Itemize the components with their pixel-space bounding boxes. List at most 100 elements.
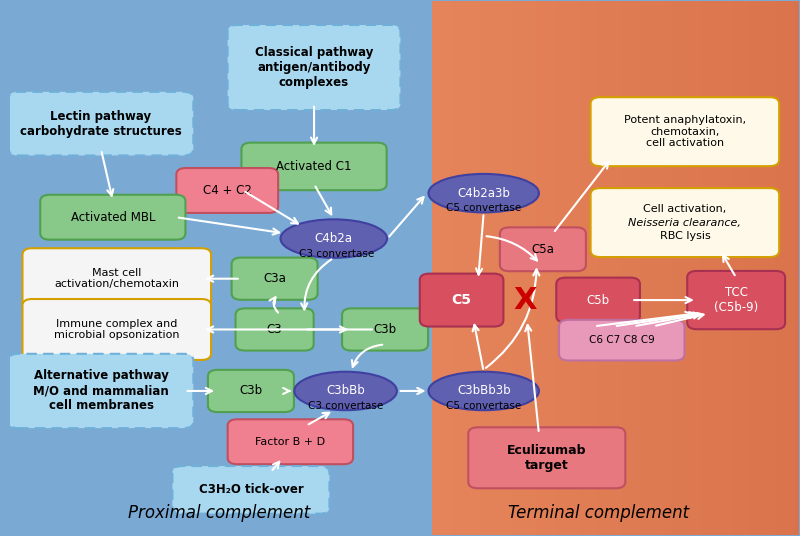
Text: X: X	[514, 286, 538, 315]
Text: C3bBb3b: C3bBb3b	[457, 384, 510, 398]
Text: C3b: C3b	[374, 323, 397, 336]
Polygon shape	[530, 1, 536, 535]
Text: C4 + C2: C4 + C2	[203, 184, 252, 197]
Polygon shape	[707, 1, 714, 535]
FancyBboxPatch shape	[590, 97, 779, 166]
Polygon shape	[598, 1, 604, 535]
Polygon shape	[702, 1, 707, 535]
Polygon shape	[591, 1, 598, 535]
Polygon shape	[653, 1, 658, 535]
FancyBboxPatch shape	[40, 195, 186, 240]
Polygon shape	[536, 1, 542, 535]
Text: Proximal complement: Proximal complement	[128, 504, 310, 522]
Polygon shape	[512, 1, 518, 535]
FancyBboxPatch shape	[342, 308, 428, 351]
Polygon shape	[671, 1, 677, 535]
FancyBboxPatch shape	[235, 308, 314, 351]
Text: Lectin pathway
carbohydrate structures: Lectin pathway carbohydrate structures	[20, 110, 182, 138]
FancyBboxPatch shape	[208, 370, 294, 412]
FancyBboxPatch shape	[22, 299, 211, 360]
Polygon shape	[793, 1, 799, 535]
Polygon shape	[787, 1, 793, 535]
Text: C3 convertase: C3 convertase	[308, 401, 383, 411]
Text: Activated MBL: Activated MBL	[70, 211, 155, 224]
FancyBboxPatch shape	[231, 258, 318, 300]
Polygon shape	[634, 1, 640, 535]
Polygon shape	[549, 1, 554, 535]
Text: Immune complex and
microbial opsonization: Immune complex and microbial opsonizatio…	[54, 319, 179, 340]
Polygon shape	[433, 1, 438, 535]
Polygon shape	[450, 1, 457, 535]
Polygon shape	[500, 1, 506, 535]
Polygon shape	[762, 1, 769, 535]
Polygon shape	[542, 1, 549, 535]
Polygon shape	[573, 1, 579, 535]
FancyBboxPatch shape	[228, 25, 401, 110]
Text: C3b: C3b	[239, 384, 262, 398]
Polygon shape	[469, 1, 475, 535]
Polygon shape	[494, 1, 500, 535]
Text: C3a: C3a	[263, 272, 286, 285]
Ellipse shape	[281, 219, 387, 258]
Polygon shape	[665, 1, 671, 535]
Polygon shape	[677, 1, 683, 535]
FancyBboxPatch shape	[173, 466, 330, 513]
Polygon shape	[744, 1, 750, 535]
Polygon shape	[561, 1, 567, 535]
Polygon shape	[628, 1, 634, 535]
Text: C4b2a3b: C4b2a3b	[458, 187, 510, 199]
Polygon shape	[482, 1, 487, 535]
Text: C5b: C5b	[586, 294, 610, 307]
FancyBboxPatch shape	[228, 419, 353, 464]
FancyBboxPatch shape	[9, 354, 194, 428]
FancyBboxPatch shape	[500, 227, 586, 271]
Polygon shape	[524, 1, 530, 535]
Polygon shape	[457, 1, 463, 535]
Polygon shape	[658, 1, 665, 535]
Text: C3H₂O tick-over: C3H₂O tick-over	[198, 483, 303, 496]
Text: Potent anaphylatoxin,
chemotaxin,
cell activation: Potent anaphylatoxin, chemotaxin, cell a…	[624, 115, 746, 148]
FancyBboxPatch shape	[590, 188, 779, 257]
Text: C3 convertase: C3 convertase	[298, 249, 374, 259]
Polygon shape	[475, 1, 482, 535]
Text: C6 C7 C8 C9: C6 C7 C8 C9	[589, 335, 654, 345]
Text: Eculizumab
target: Eculizumab target	[507, 444, 586, 472]
Polygon shape	[781, 1, 787, 535]
Polygon shape	[487, 1, 494, 535]
Polygon shape	[518, 1, 524, 535]
Polygon shape	[586, 1, 591, 535]
Polygon shape	[714, 1, 720, 535]
Text: TCC
(C5b-9): TCC (C5b-9)	[714, 286, 758, 314]
Polygon shape	[610, 1, 616, 535]
FancyBboxPatch shape	[176, 168, 278, 213]
FancyBboxPatch shape	[420, 273, 503, 326]
Polygon shape	[463, 1, 469, 535]
Polygon shape	[732, 1, 738, 535]
Text: Neisseria clearance,: Neisseria clearance,	[629, 218, 742, 228]
Polygon shape	[757, 1, 762, 535]
Text: C4b2a: C4b2a	[314, 232, 353, 245]
Text: Cell activation,: Cell activation,	[643, 204, 726, 214]
Text: C3bBb: C3bBb	[326, 384, 365, 398]
FancyBboxPatch shape	[687, 271, 785, 329]
FancyBboxPatch shape	[22, 248, 211, 309]
Polygon shape	[750, 1, 757, 535]
Text: Factor B + D: Factor B + D	[255, 437, 326, 446]
Polygon shape	[506, 1, 512, 535]
Ellipse shape	[429, 371, 539, 410]
Text: Terminal complement: Terminal complement	[507, 504, 689, 522]
Polygon shape	[683, 1, 690, 535]
Text: C5 convertase: C5 convertase	[446, 401, 522, 411]
FancyBboxPatch shape	[556, 278, 640, 323]
Ellipse shape	[294, 371, 397, 410]
Text: Activated C1: Activated C1	[276, 160, 352, 173]
Polygon shape	[616, 1, 622, 535]
Polygon shape	[445, 1, 450, 535]
Polygon shape	[769, 1, 775, 535]
Polygon shape	[646, 1, 653, 535]
Polygon shape	[690, 1, 695, 535]
Text: Mast cell
activation/chemotaxin: Mast cell activation/chemotaxin	[54, 268, 179, 289]
Text: C5 convertase: C5 convertase	[446, 204, 522, 213]
Polygon shape	[567, 1, 573, 535]
Polygon shape	[554, 1, 561, 535]
